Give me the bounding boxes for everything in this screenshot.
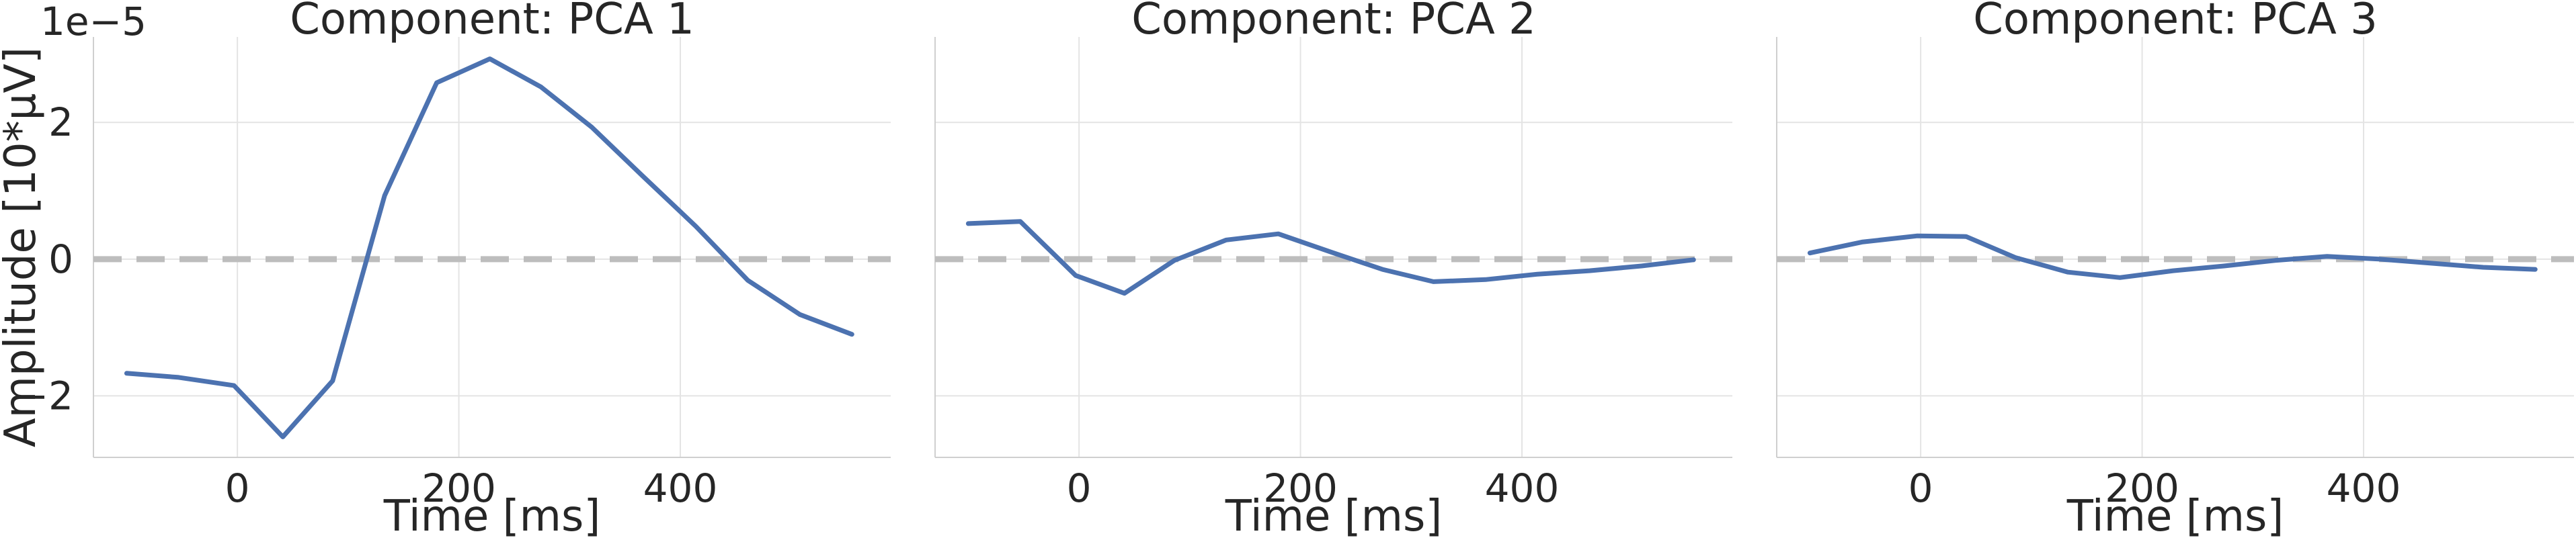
series-line [124,56,854,439]
panel-title: Component: PCA 3 [1973,0,2378,44]
panel-title: Component: PCA 1 [290,0,694,44]
y-offset-label: 1e−5 [40,0,147,44]
x-tick-label: 400 [2327,465,2401,511]
y-axis-label: Amplitude [10*µV] [0,47,46,447]
y-tick-label: −2 [16,373,74,418]
x-tick-label: 0 [225,465,250,511]
x-axis-label: Time [ms] [2066,492,2284,541]
y-tick-label: 0 [48,236,73,282]
x-tick-label: 200 [2105,465,2179,511]
series-line [965,219,1696,296]
x-tick-label: 0 [1067,465,1092,511]
panel-1: 0 200 400 −2 0 2 1e−5 Component: PCA 1 Time [ms]… [0,0,891,541]
panel-2: 0 200 400 Component: PCA 2 Time [ms] [934,0,1732,541]
series-line [1807,233,2538,280]
x-tick-label: 0 [1908,465,1933,511]
x-tick-label: 200 [1263,465,1338,511]
panel-3: 0 200 400 Component: PCA 3 Time [ms] [1776,0,2574,541]
x-axis-label: Time [ms] [1225,492,1443,541]
panel-title: Component: PCA 2 [1131,0,1536,44]
x-tick-label: 200 [421,465,496,511]
x-axis-label: Time [ms] [383,492,601,541]
x-tick-label: 400 [643,465,718,511]
x-tick-label: 400 [1485,465,1560,511]
y-tick-label: 2 [48,99,73,145]
